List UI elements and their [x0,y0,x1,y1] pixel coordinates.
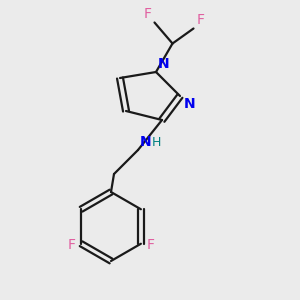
Text: N: N [140,134,151,148]
Text: F: F [146,238,154,252]
Text: F: F [68,238,76,252]
Text: N: N [184,98,195,112]
Text: F: F [196,13,205,27]
Text: H: H [152,136,161,148]
Text: N: N [158,56,169,70]
Text: F: F [143,7,152,21]
